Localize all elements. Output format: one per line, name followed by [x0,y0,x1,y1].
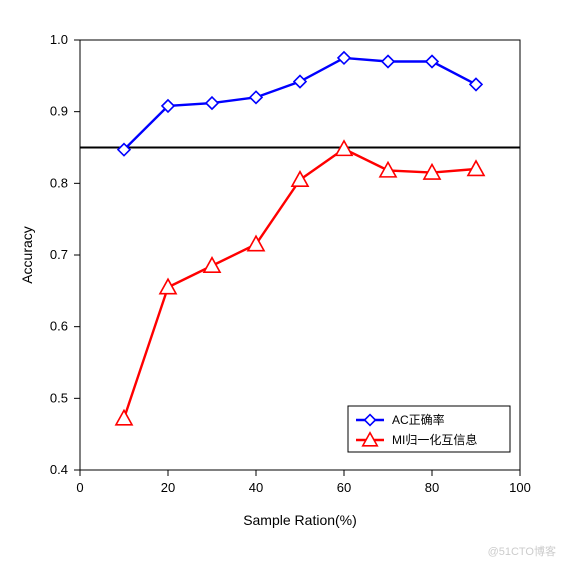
line-chart: 0 20 40 60 80 100 0.4 0.5 0.6 0.7 0.8 0.9 1.0 Sample … [0,0,564,563]
svg-text:0.7: 0.7 [50,247,68,262]
svg-text:80: 80 [425,480,439,495]
svg-text:0.5: 0.5 [50,390,68,405]
svg-text:0.9: 0.9 [50,104,68,119]
svg-text:0.4: 0.4 [50,462,68,477]
watermark: @51CTO博客 [488,543,556,559]
svg-text:20: 20 [161,480,175,495]
svg-text:100: 100 [509,480,531,495]
svg-text:0.8: 0.8 [50,175,68,190]
svg-text:60: 60 [337,480,351,495]
svg-text:MI归一化互信息: MI归一化互信息 [392,432,477,447]
svg-text:0: 0 [76,480,83,495]
chart-container: 0 20 40 60 80 100 0.4 0.5 0.6 0.7 0.8 0.9 1.0 Sample … [0,0,564,563]
svg-text:Accuracy: Accuracy [19,226,35,284]
svg-text:Sample Ration(%): Sample Ration(%) [243,512,357,528]
svg-text:AC正确率: AC正确率 [392,412,445,427]
svg-text:1.0: 1.0 [50,32,68,47]
svg-text:0.6: 0.6 [50,319,68,334]
svg-text:40: 40 [249,480,263,495]
